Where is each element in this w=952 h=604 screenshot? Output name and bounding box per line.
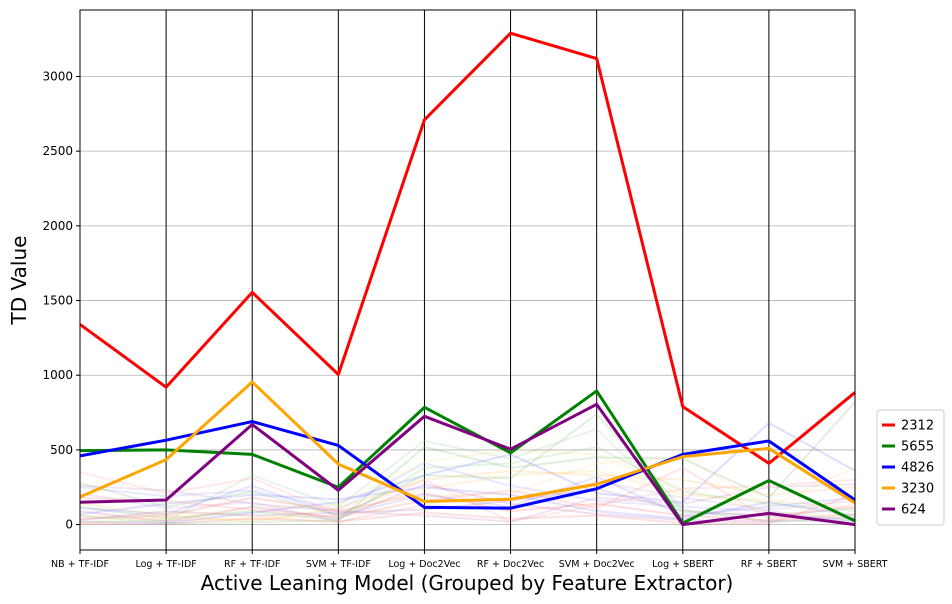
- background-series-line: [79, 412, 856, 523]
- x-tick-label: SVM + Doc2Vec: [559, 559, 635, 570]
- x-tick-label: SVM + TF-IDF: [306, 559, 371, 570]
- x-tick-label: Log + Doc2Vec: [388, 559, 460, 570]
- background-series-line: [79, 469, 856, 522]
- background-lines: [79, 401, 856, 525]
- y-tick-label: 3000: [42, 69, 73, 83]
- background-series-line: [79, 486, 856, 520]
- x-tick-label: SVM + SBERT: [823, 559, 888, 570]
- x-tick-label: RF + SBERT: [741, 559, 798, 570]
- y-ticks: 0 500 1000 1500 2000 2500 3000: [42, 69, 80, 532]
- background-series-line: [79, 483, 856, 523]
- series-line-624: [79, 402, 856, 527]
- background-series-line: [79, 445, 856, 525]
- legend-label: 3230: [901, 482, 934, 497]
- x-tick-label: Log + SBERT: [652, 559, 713, 570]
- y-tick-label: 500: [50, 443, 73, 457]
- background-series-line: [79, 401, 856, 522]
- x-tick-label: NB + TF-IDF: [51, 559, 109, 570]
- x-tick-label: RF + TF-IDF: [224, 559, 280, 570]
- series-line-4826: [79, 420, 856, 510]
- series-lines: [79, 31, 856, 527]
- gridlines: [80, 76, 855, 526]
- legend: 2312 5655 4826 3230 624: [876, 409, 945, 526]
- background-series-line: [79, 462, 856, 523]
- background-series-line: [79, 483, 856, 523]
- x-tick-label: Log + TF-IDF: [135, 559, 196, 570]
- legend-box: [876, 409, 945, 526]
- x-axis-label: Active Leaning Model (Grouped by Feature…: [201, 571, 734, 595]
- background-series-line: [79, 427, 856, 524]
- x-tick-label: RF + Doc2Vec: [477, 559, 544, 570]
- y-tick-label: 2500: [42, 144, 73, 158]
- series-line-3230: [79, 380, 856, 505]
- series-line-2312: [79, 31, 856, 465]
- legend-label: 2312: [901, 419, 934, 434]
- x-ticks: NB + TF-IDF Log + TF-IDF RF + TF-IDF SVM + …: [51, 550, 888, 570]
- y-tick-label: 1500: [42, 294, 73, 308]
- background-series-line: [79, 454, 856, 525]
- plot-frame: [79, 9, 856, 551]
- y-tick-label: 2000: [42, 219, 73, 233]
- background-series-line: [79, 466, 856, 520]
- background-series-line: [79, 421, 856, 525]
- y-tick-label: 1000: [42, 368, 73, 382]
- y-axis-label: TD Value: [7, 236, 31, 326]
- y-tick-label: 0: [65, 518, 73, 532]
- background-series-line: [79, 487, 856, 522]
- legend-label: 624: [901, 503, 926, 518]
- background-series-line: [79, 469, 856, 523]
- category-axes: [79, 10, 856, 550]
- legend-label: 4826: [901, 461, 934, 476]
- series-line-5655: [79, 389, 856, 525]
- legend-label: 5655: [901, 440, 934, 455]
- background-series-line: [80, 493, 856, 525]
